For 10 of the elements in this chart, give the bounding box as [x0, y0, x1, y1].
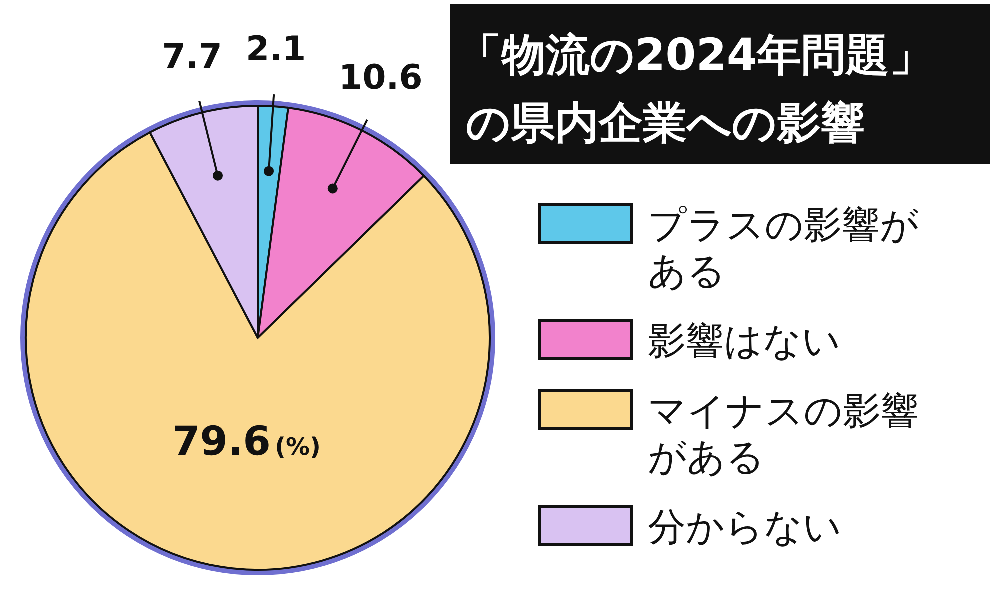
data-label: 79.6	[172, 419, 272, 466]
legend-label: 分からない	[648, 505, 842, 549]
legend-label: プラスの影響がある	[648, 203, 919, 293]
data-label: 7.7	[162, 36, 222, 77]
data-label: 2.1	[246, 30, 306, 70]
legend-label: 影響はない	[648, 319, 841, 363]
legend-label: マイナスの影響がある	[648, 389, 919, 479]
text: (%)	[275, 433, 322, 462]
text: 「物流の2024年問題」の県内企業への影響	[458, 30, 934, 149]
data-label: 10.6	[338, 58, 423, 98]
